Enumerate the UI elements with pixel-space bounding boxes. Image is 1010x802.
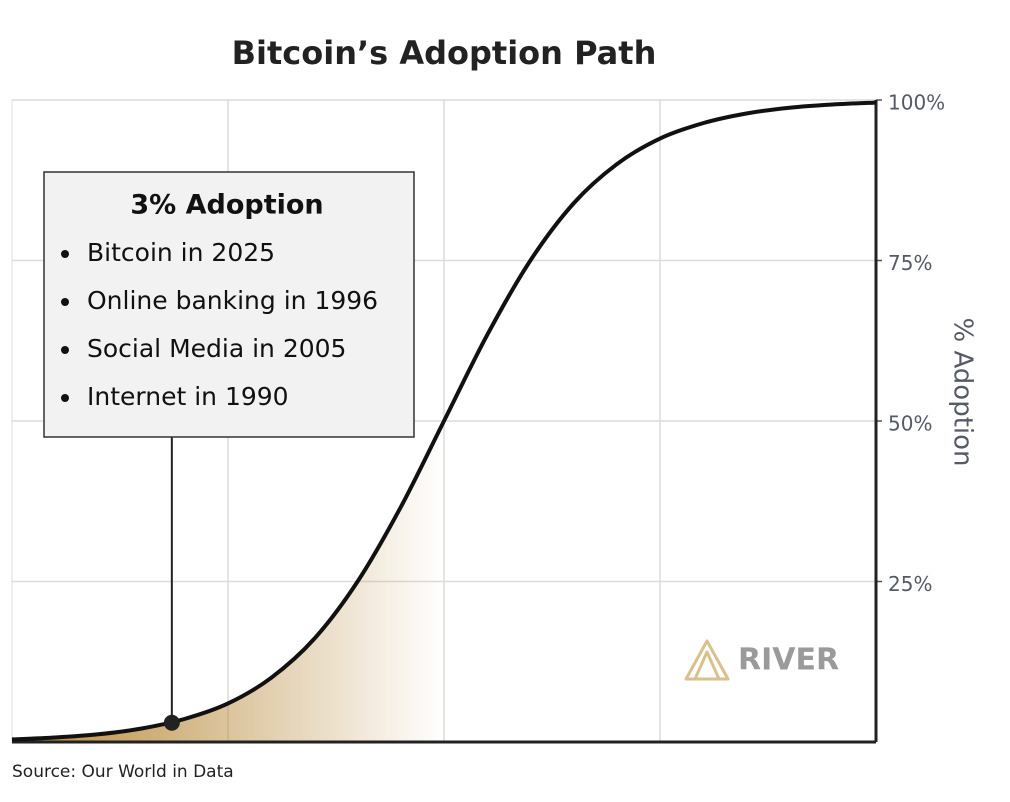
annotation-item: Social Media in 2005 [87,334,346,363]
bullet [61,298,69,306]
bullet [61,346,69,354]
y-tick-label: 75% [888,251,932,275]
annotation-item: Bitcoin in 2025 [87,238,275,267]
y-tick-label: 50% [888,412,932,436]
area [12,421,444,742]
logo: RIVER [738,643,839,678]
annotation-point [163,714,180,731]
source: Source: Our World in Data [12,762,234,782]
chart-title: Bitcoin’s Adoption Path [232,34,657,72]
annotation-box [43,171,415,438]
y-tick-label: 100% [888,91,945,115]
y-tick-label: 25% [888,572,932,596]
annotation-title: 3% Adoption [130,190,323,221]
annotation-item: Online banking in 1996 [87,286,378,315]
logo-icon [684,639,730,681]
y-axis-label: % Adoption [948,317,978,466]
annotation-item: Internet in 1990 [87,382,289,411]
bullet [61,250,69,258]
bullet [61,394,69,402]
line [11,100,877,742]
